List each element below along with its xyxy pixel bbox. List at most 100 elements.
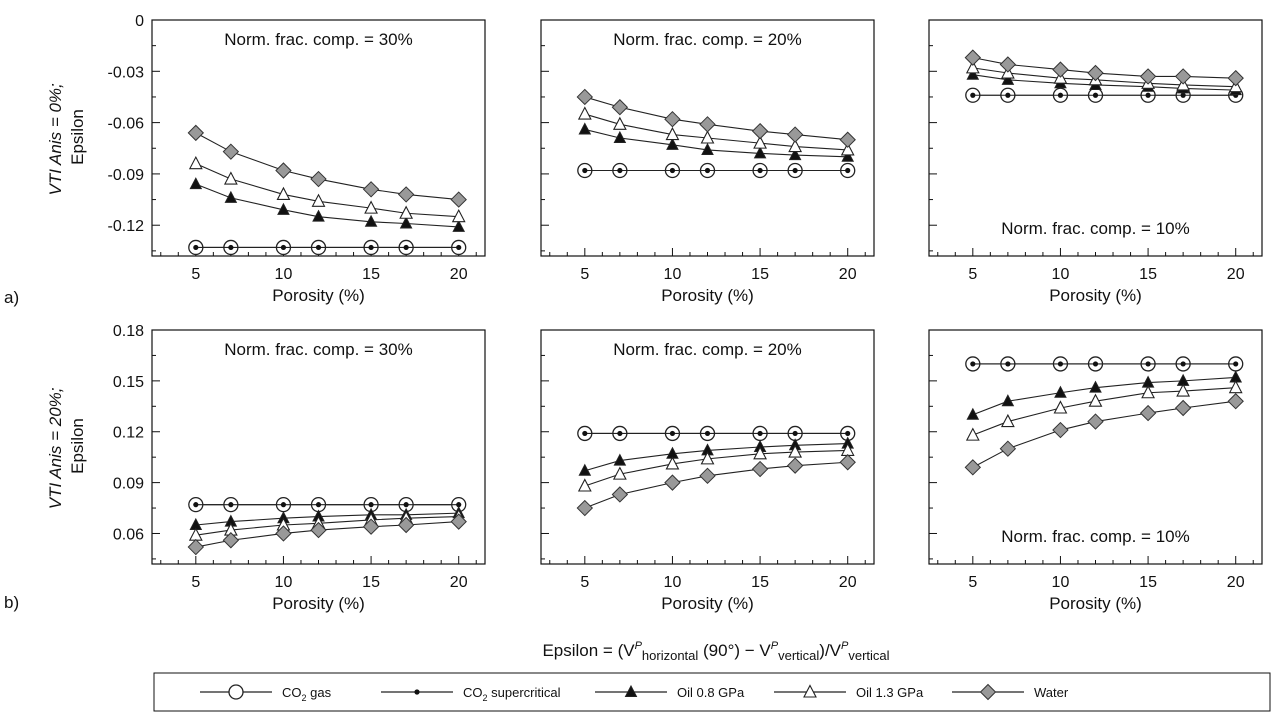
point-diamond xyxy=(999,440,1017,457)
point-dot xyxy=(1005,361,1011,367)
point-diamond xyxy=(362,181,380,198)
point-dot xyxy=(845,430,851,437)
x-tick-label: 10 xyxy=(664,266,682,283)
legend-label: Water xyxy=(1034,685,1069,700)
point-dot xyxy=(228,244,234,251)
point-dot xyxy=(792,167,798,174)
point-dot xyxy=(1092,361,1099,367)
x-tick-label: 20 xyxy=(1227,574,1245,591)
point-filled-triangle xyxy=(189,177,203,190)
point-dot xyxy=(1057,361,1064,367)
x-tick-label: 15 xyxy=(1139,574,1157,591)
x-axis-label: Porosity (%) xyxy=(661,594,754,613)
point-diamond xyxy=(786,457,804,474)
series-line-open-triangle xyxy=(972,387,1236,436)
legend-label: CO2 supercritical xyxy=(463,685,561,703)
point-filled-triangle xyxy=(1089,380,1102,393)
x-axis-label: Porosity (%) xyxy=(272,286,365,305)
point-open-triangle xyxy=(700,130,715,144)
point-filled-triangle xyxy=(753,146,767,159)
point-filled-triangle xyxy=(1054,385,1067,398)
point-filled-triangle xyxy=(277,202,290,215)
point-dot xyxy=(1180,92,1186,98)
point-filled-triangle xyxy=(613,453,627,466)
point-dot xyxy=(368,502,374,508)
legend-item-open-triangle: Oil 1.3 GPa xyxy=(774,684,924,700)
x-tick-label: 10 xyxy=(275,574,293,591)
point-dot xyxy=(845,167,851,174)
y-tick-label: 0.12 xyxy=(113,425,144,442)
point-filled-triangle xyxy=(399,216,413,229)
point-dot xyxy=(970,361,976,367)
x-tick-label: 5 xyxy=(191,266,200,283)
point-open-triangle xyxy=(788,444,803,458)
point-diamond xyxy=(611,486,629,503)
point-diamond xyxy=(1174,399,1192,417)
point-open-triangle xyxy=(276,186,291,200)
point-open-triangle xyxy=(577,478,592,492)
panel-annotation: Norm. frac. comp. = 30% xyxy=(224,30,412,49)
point-filled-triangle xyxy=(613,130,627,143)
point-open-triangle xyxy=(965,427,980,441)
point-diamond xyxy=(664,474,681,491)
x-tick-label: 5 xyxy=(191,574,200,591)
point-dot xyxy=(315,502,322,508)
point-open-triangle xyxy=(1088,393,1103,407)
point-dot xyxy=(617,430,623,437)
panel-annotation: Norm. frac. comp. = 20% xyxy=(613,340,801,359)
point-dot xyxy=(617,167,623,174)
point-diamond xyxy=(664,110,681,128)
point-dot xyxy=(792,430,798,437)
point-diamond xyxy=(187,538,205,556)
point-diamond xyxy=(1052,61,1069,78)
legend-box xyxy=(153,672,1271,712)
point-dot xyxy=(403,502,409,508)
point-dot xyxy=(704,430,711,437)
point-filled-triangle xyxy=(578,122,592,135)
point-open-triangle xyxy=(612,116,627,130)
point-diamond xyxy=(1227,69,1244,87)
point-open-triangle xyxy=(577,106,592,120)
y-tick-label: 0 xyxy=(135,13,144,30)
point-open-triangle xyxy=(665,456,680,470)
y-tick-label: 0.18 xyxy=(113,323,144,340)
panel-annotation: Norm. frac. comp. = 20% xyxy=(613,30,801,49)
point-diamond xyxy=(222,143,240,160)
point-filled-triangle xyxy=(841,149,855,162)
legend-item-open-circle: CO2 gas xyxy=(200,684,332,703)
series-line-diamond xyxy=(584,461,848,509)
point-dot xyxy=(1180,361,1186,367)
point-dot xyxy=(970,92,976,98)
point-diamond xyxy=(786,126,804,143)
legend-items: CO2 gas CO2 supercritical Oil 0.8 GPa Oil 1… xyxy=(200,683,1069,703)
point-diamond xyxy=(751,122,769,140)
y-tick-label: 0.09 xyxy=(113,476,144,493)
point-open-triangle xyxy=(188,155,203,170)
legend-label: CO2 gas xyxy=(282,685,332,703)
legend-marker-filled-triangle xyxy=(624,684,638,697)
point-diamond xyxy=(1139,404,1157,422)
point-filled-triangle xyxy=(1001,72,1015,85)
x-tick-label: 15 xyxy=(362,266,380,283)
point-diamond xyxy=(839,454,856,471)
point-diamond xyxy=(222,532,240,549)
series-line-filled-triangle xyxy=(584,128,848,158)
legend-marker-diamond xyxy=(979,683,997,701)
point-diamond xyxy=(699,467,716,485)
x-tick-label: 10 xyxy=(664,574,682,591)
panel-a-3: 5 10 15 20 Porosity (%) Norm. frac. comp. = 1… xyxy=(928,19,1263,305)
series-line-filled-triangle xyxy=(972,376,1236,416)
legend-marker-dot xyxy=(414,689,420,695)
point-dot xyxy=(757,167,763,174)
y-tick-label: -0.09 xyxy=(108,167,145,184)
series-line-open-triangle xyxy=(195,163,459,218)
point-dot xyxy=(280,502,287,508)
point-filled-triangle xyxy=(224,190,238,203)
legend-label: Oil 1.3 GPa xyxy=(856,685,924,700)
x-tick-label: 10 xyxy=(1052,574,1070,591)
panel-a-1: 5 10 15 20 Porosity (%) 0 -0.03 -0.06 -0.09 -0.12… xyxy=(108,13,486,305)
point-diamond xyxy=(1087,64,1104,82)
legend-item-dot: CO2 supercritical xyxy=(381,685,561,703)
point-dot xyxy=(1005,92,1011,98)
